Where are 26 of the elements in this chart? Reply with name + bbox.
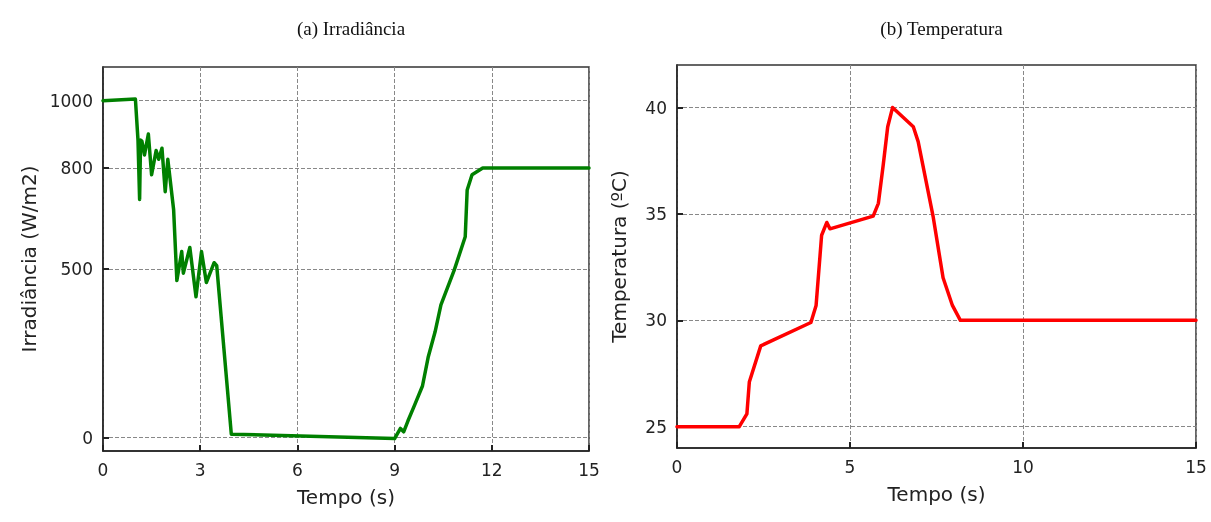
x-tick-label: 10 [1012, 456, 1034, 477]
x-axis-title: Tempo (s) [296, 485, 395, 509]
y-tick-label: 800 [60, 158, 93, 179]
x-tick-label: 5 [844, 456, 856, 477]
x-tick-label: 12 [480, 459, 503, 480]
line-series [675, 105, 1198, 429]
x-tick-label: 0 [97, 459, 109, 480]
x-axis-title: Tempo (s) [886, 482, 986, 506]
x-tick-label: 0 [671, 456, 683, 477]
chart-title: (b) Temperatura [880, 18, 1004, 40]
y-axis-title: Temperatura (ºC) [607, 170, 631, 344]
x-tick-label: 15 [578, 459, 600, 480]
y-tick-label: 40 [645, 97, 667, 118]
x-tick-label: 9 [389, 459, 401, 480]
x-tick-label: 6 [291, 459, 303, 480]
x-tick-label: 3 [194, 459, 206, 480]
y-tick-label: 25 [645, 416, 667, 437]
line-series [101, 97, 591, 441]
y-axis-title: Irradiância (W/m2) [16, 165, 41, 353]
chart-title: (a) Irradiância [296, 18, 406, 40]
y-tick-label: 1000 [49, 90, 93, 111]
y-tick-label: 0 [82, 427, 93, 448]
x-tick-label: 15 [1185, 456, 1207, 477]
y-tick-label: 30 [645, 310, 667, 331]
y-tick-label: 35 [645, 203, 667, 224]
y-tick-label: 500 [60, 259, 93, 280]
